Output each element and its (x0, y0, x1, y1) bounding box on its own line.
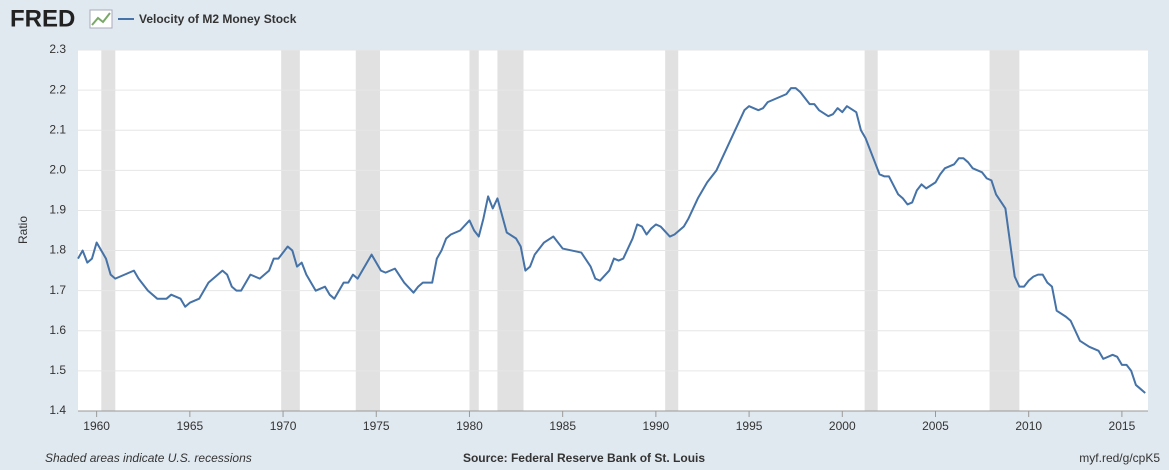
recession-band (355, 50, 380, 411)
y-tick-label: 2.1 (49, 122, 66, 136)
y-tick-label: 1.9 (49, 203, 66, 217)
x-tick-label: 1995 (736, 419, 763, 433)
recession-band (665, 50, 679, 411)
x-tick-label: 1970 (270, 419, 297, 433)
y-tick-label: 2.0 (49, 163, 66, 177)
x-tick-label: 1990 (643, 419, 670, 433)
link[interactable]: myf.red/g/cpK5 (1079, 451, 1160, 465)
x-tick-label: 1980 (456, 419, 483, 433)
x-tick-label: 1965 (176, 419, 203, 433)
x-tick-label: 1975 (363, 419, 390, 433)
y-axis-label: Ratio (16, 216, 30, 244)
recession-band (864, 50, 878, 411)
x-tick-label: 2010 (1015, 419, 1042, 433)
source: Source: Federal Reserve Bank of St. Loui… (463, 451, 705, 465)
x-tick-label: 1960 (83, 419, 110, 433)
y-tick-label: 1.4 (49, 403, 66, 417)
x-tick-label: 2015 (1109, 419, 1136, 433)
recession-band (281, 50, 300, 411)
recession-band (101, 50, 116, 411)
logo-icon[interactable] (89, 9, 113, 29)
y-tick-label: 2.3 (49, 42, 66, 56)
y-tick-label: 1.5 (49, 363, 66, 377)
logo: FRED (10, 5, 75, 32)
x-tick-label: 2005 (922, 419, 949, 433)
x-tick-label: 1985 (549, 419, 576, 433)
y-tick-label: 1.6 (49, 323, 66, 337)
x-tick-label: 2000 (829, 419, 856, 433)
series-line (77, 87, 1146, 394)
logo-icon-line (91, 12, 111, 26)
recession-band (497, 50, 524, 411)
recession-band (989, 50, 1020, 411)
recession-note: Shaded areas indicate U.S. recessions (45, 451, 252, 465)
y-tick-label: 1.7 (49, 283, 66, 297)
y-tick-label: 2.2 (49, 82, 66, 96)
y-tick-label: 1.8 (49, 243, 66, 257)
plot-area (78, 50, 1148, 411)
legend-label: Velocity of M2 Money Stock (139, 12, 297, 26)
